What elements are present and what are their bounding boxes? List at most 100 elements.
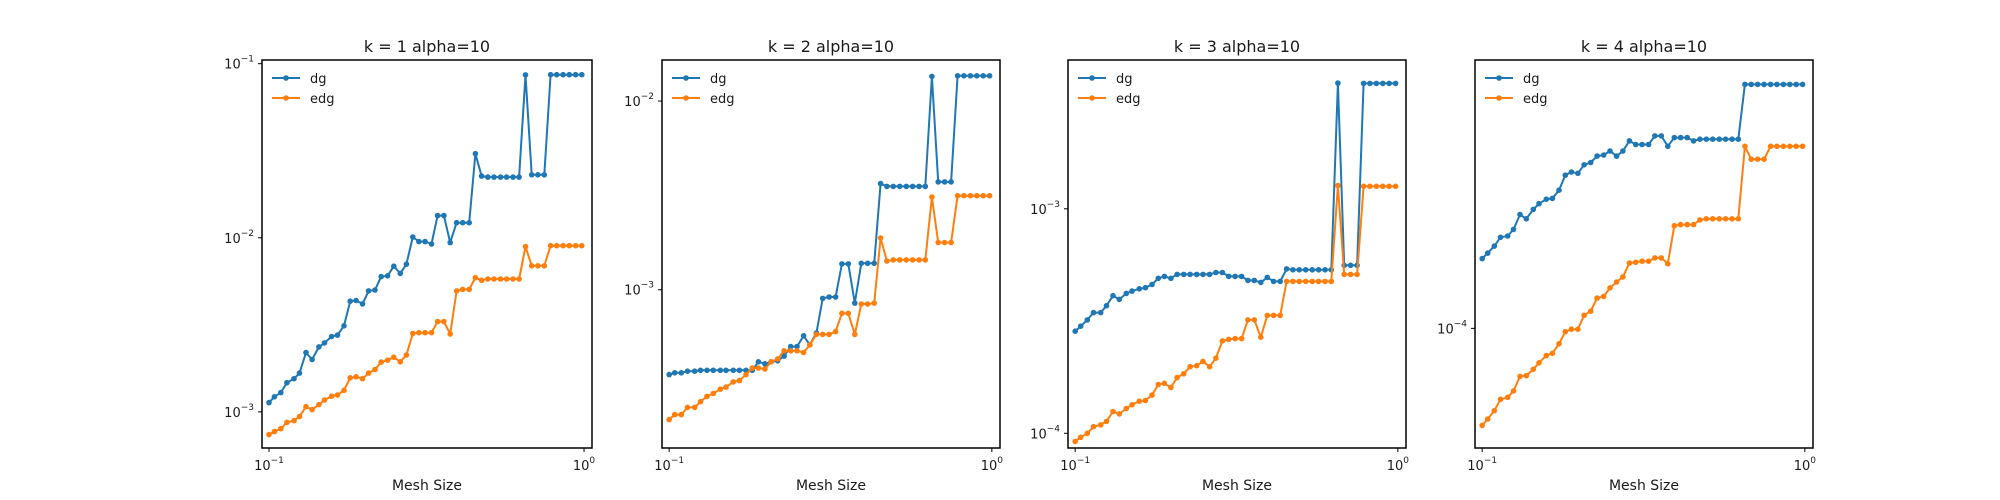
point-edg	[353, 374, 359, 380]
legend-label-edg: edg	[310, 92, 335, 107]
point-edg	[1581, 312, 1587, 319]
point-dg	[378, 273, 385, 280]
point-dg	[1652, 133, 1658, 139]
point-edg	[1232, 335, 1238, 342]
point-dg	[954, 73, 961, 79]
point-edg	[704, 393, 710, 400]
point-dg	[980, 73, 986, 79]
point-dg	[1232, 273, 1238, 280]
point-edg	[1484, 416, 1491, 422]
point-dg	[284, 379, 290, 386]
point-dg	[472, 150, 479, 157]
point-dg	[1658, 133, 1665, 139]
point-dg	[1709, 136, 1716, 142]
point-dg	[961, 73, 967, 79]
point-edg	[1136, 398, 1143, 405]
point-edg	[1264, 312, 1271, 319]
panel-1: k = 1 alpha=10 Mesh Size 10−1 100 10−3 10−2 10…	[224, 37, 595, 494]
point-dg	[1716, 136, 1723, 142]
series-line-edg	[668, 194, 990, 421]
point-edg	[1161, 380, 1168, 387]
point-edg	[749, 365, 756, 371]
point-dg	[1767, 81, 1774, 88]
series-line-dg	[668, 74, 990, 376]
point-edg	[980, 192, 986, 199]
point-edg	[1180, 371, 1187, 377]
panel-2: k = 2 alpha=10 Mesh Size 10−1 100 10−3 10−2 dg…	[624, 37, 1003, 494]
point-edg	[948, 239, 954, 246]
point-edg	[768, 359, 774, 365]
series-line-dg	[1481, 83, 1803, 260]
point-dg	[334, 332, 341, 338]
point-edg	[560, 242, 566, 249]
point-dg	[1568, 169, 1575, 175]
point-dg	[1761, 81, 1767, 88]
point-edg	[1645, 258, 1652, 265]
panel-title: k = 3 alpha=10	[1174, 37, 1300, 56]
point-dg	[1072, 328, 1078, 335]
legend-marker-dg	[283, 75, 289, 81]
point-dg	[1793, 81, 1799, 88]
point-dg	[347, 298, 354, 305]
point-dg	[704, 367, 710, 374]
point-edg	[1491, 407, 1498, 414]
point-edg	[491, 276, 497, 282]
point-dg	[858, 260, 865, 267]
point-edg	[1677, 221, 1684, 228]
point-edg	[522, 243, 529, 250]
point-edg	[547, 242, 554, 249]
point-dg	[1225, 273, 1232, 280]
point-edg	[291, 417, 297, 424]
point-dg	[271, 394, 278, 400]
point-dg	[1729, 136, 1735, 142]
point-edg	[566, 242, 573, 249]
point-edg	[372, 366, 378, 373]
point-edg	[1543, 352, 1550, 359]
point-edg	[871, 300, 877, 306]
point-edg	[1219, 338, 1226, 344]
point-dg	[871, 260, 877, 267]
axes-frame	[261, 59, 593, 449]
point-dg	[1536, 200, 1542, 207]
point-dg	[832, 294, 839, 300]
x-tick-label: 10−1	[254, 456, 284, 474]
point-dg	[1290, 267, 1296, 273]
point-edg	[730, 379, 737, 385]
point-edg	[1479, 422, 1485, 429]
point-edg	[1290, 278, 1296, 285]
point-dg	[1780, 81, 1787, 88]
point-edg	[1238, 335, 1245, 342]
point-dg	[1200, 271, 1206, 278]
legend-marker-dg	[1496, 75, 1502, 81]
point-dg	[1142, 284, 1149, 291]
point-dg	[1774, 81, 1780, 88]
point-edg	[787, 348, 794, 354]
point-dg	[1277, 278, 1283, 285]
point-edg	[516, 276, 522, 282]
point-edg	[819, 331, 826, 338]
legend: dg edg	[1078, 72, 1141, 107]
point-dg	[296, 370, 303, 376]
point-edg	[1761, 156, 1767, 162]
point-dg	[365, 288, 372, 294]
point-edg	[572, 242, 579, 249]
x-axis-label: Mesh Size	[796, 478, 866, 494]
point-edg	[909, 257, 916, 263]
point-dg	[316, 344, 322, 350]
point-dg	[1258, 279, 1264, 286]
point-edg	[864, 301, 871, 307]
point-edg	[478, 277, 485, 284]
point-edg	[1129, 402, 1135, 408]
point-edg	[1504, 394, 1511, 401]
point-dg	[485, 174, 491, 180]
point-dg	[1386, 80, 1392, 87]
point-dg	[1543, 196, 1550, 202]
point-dg	[428, 241, 435, 247]
point-edg	[1575, 326, 1581, 333]
point-edg	[359, 375, 366, 382]
point-dg	[1187, 271, 1193, 278]
point-dg	[1690, 138, 1697, 144]
point-dg	[1174, 271, 1180, 278]
point-edg	[1168, 384, 1174, 391]
point-edg	[1187, 363, 1193, 370]
